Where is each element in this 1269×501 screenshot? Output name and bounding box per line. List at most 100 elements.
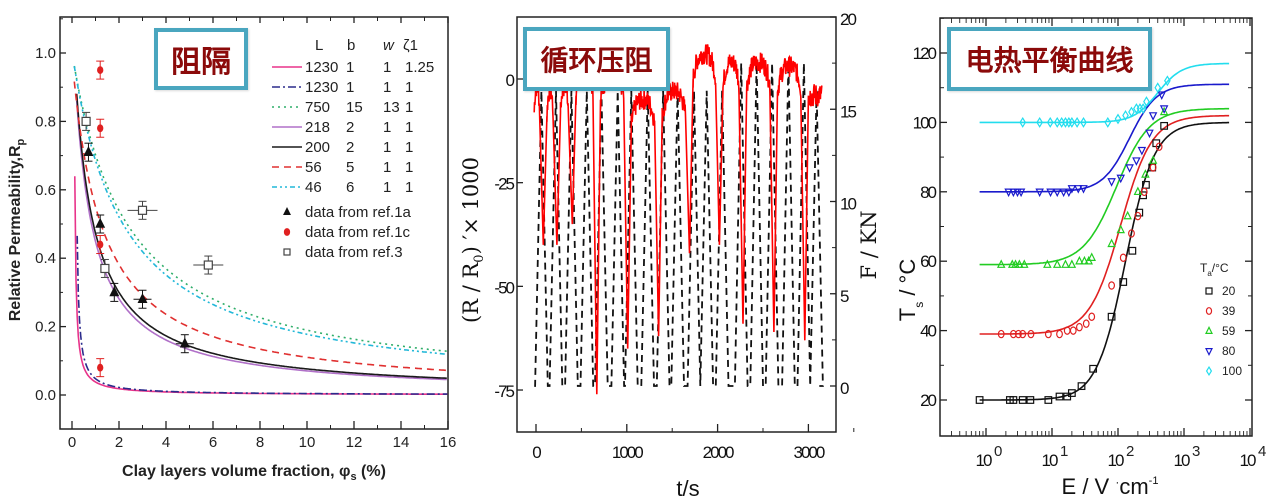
data-point-100: [1164, 75, 1171, 87]
data-point-39: [1155, 142, 1163, 151]
right-y-tick-label: 10: [840, 195, 856, 214]
data-point-20: [1044, 396, 1053, 404]
legend-b: 2: [346, 139, 354, 156]
legend-header-b: b: [347, 37, 355, 54]
legend-L: 56: [305, 159, 322, 176]
model-curves: [73, 65, 448, 395]
data-point-59: [1052, 259, 1062, 268]
data-point-100: [1139, 103, 1147, 114]
legend-title: Ta/°C: [1200, 261, 1229, 278]
left-y-tick-label: -25: [494, 175, 514, 194]
data-point-100: [1019, 116, 1027, 128]
data-point-59: [1067, 259, 1077, 268]
data-point-circle: [97, 66, 104, 74]
data-point-80: [1107, 178, 1116, 187]
legend-entry-label: 59: [1222, 324, 1236, 338]
cyclic-piezoresistance-chart: 0 1000 2000 3000 0 -25 -50 -75 0 5 10 15 20 t/s (R…: [459, 10, 881, 501]
data-point-100: [1143, 96, 1150, 108]
left-y-axis-ticks: 0 -25 -50 -75: [494, 71, 523, 401]
x-tick-label: 2000: [703, 443, 734, 462]
data-point-80: [1035, 188, 1044, 198]
legend-w: 1: [383, 159, 391, 176]
x-tick-label: 10: [1108, 451, 1124, 470]
data-point-20: [1077, 382, 1086, 391]
legend-header-w: w: [383, 37, 395, 54]
cyclic-piezoresistance-title: 循环压阻: [540, 44, 653, 77]
legend-b: 1: [346, 59, 354, 76]
data-point-square: [137, 205, 148, 215]
x-tick-label: 8: [256, 434, 264, 451]
y-tick-label: 60: [920, 252, 936, 271]
legend-L: 218: [305, 119, 330, 136]
x-tick-exponent: 3: [1192, 443, 1200, 460]
legend-marker-square: [283, 248, 291, 256]
data-point-20: [1026, 396, 1035, 404]
data-point-80: [1016, 188, 1026, 198]
data-point-80: [1073, 185, 1083, 194]
data-point-80: [1067, 185, 1077, 194]
data-point-39: [1015, 329, 1022, 339]
data-point-59: [1133, 186, 1143, 196]
x-tick-label: 10: [1174, 451, 1190, 470]
data-point-triangle: [179, 337, 190, 348]
x-tick-label: 14: [393, 434, 410, 451]
y-tick-label: 80: [920, 183, 936, 202]
data-point-circle: [97, 363, 104, 372]
data-point-39: [1075, 322, 1083, 332]
left-y-tick-label: -50: [494, 278, 514, 297]
x-tick-label: 0: [68, 434, 76, 451]
data-point-59: [1116, 224, 1126, 234]
data-point-100: [1104, 116, 1112, 128]
x-tick-label: 3000: [793, 443, 824, 462]
electrothermal-title: 电热平衡曲线: [965, 44, 1134, 77]
fit-curve-39: [979, 114, 1230, 335]
fit-curve-100: [979, 62, 1230, 124]
legend-b: 1: [346, 79, 354, 96]
data-point-80: [1004, 188, 1013, 198]
data-point-80: [1125, 164, 1134, 173]
legend-zeta: 1: [405, 119, 413, 136]
data-point-39: [1140, 187, 1148, 197]
barrier-title: 阻隔: [171, 45, 231, 80]
permeability-chart: 0 2 4 6 8 10 12 14 16 0.00.20.40.60.81.0 Clay la…: [7, 16, 456, 483]
data-point-20: [1160, 121, 1169, 130]
legend-L: 1230: [305, 79, 338, 96]
y-axis-title: Ts / °C: [895, 259, 926, 322]
data-point-39: [1027, 329, 1035, 339]
y-axis-ticks: 0.0 0.2 0.4 0.6 0.8 1.0: [35, 18, 66, 404]
y-tick-label: 0.8: [35, 113, 56, 130]
legend-zeta: 1: [405, 139, 413, 156]
curve-L1230-1: [76, 235, 448, 395]
data-point-100: [1053, 116, 1061, 128]
right-y-tick-label: 0: [840, 379, 849, 398]
data-point-20: [975, 396, 984, 404]
right-y-axis-ticks: 0 5 10 15 20: [830, 10, 858, 398]
data-point-triangle: [109, 286, 120, 297]
legend-marker-39: [1205, 307, 1213, 315]
legend-L: 1230: [305, 59, 338, 76]
x-axis-ticks: 10 0 10 1 10 2 10 3 10 4: [951, 18, 1266, 470]
x-tick-label: 2: [115, 434, 123, 451]
data-point-triangle: [137, 293, 148, 304]
data-point-80: [1064, 188, 1074, 198]
plot-frame: [516, 16, 837, 433]
data-point-square: [81, 116, 91, 127]
data-point-59: [1141, 169, 1150, 178]
data-point-triangle: [95, 217, 106, 228]
data-point-80: [1159, 105, 1169, 114]
x-tick-exponent: 2: [1126, 443, 1134, 460]
data-point-59: [1107, 238, 1116, 248]
x-tick-label: 12: [346, 434, 363, 451]
data-point-100: [1080, 116, 1087, 128]
data-point-59: [1019, 259, 1029, 268]
data-points: [975, 75, 1171, 404]
data-point-39: [997, 329, 1005, 339]
x-tick-label: 10: [1042, 451, 1058, 470]
legend-b: 2: [346, 119, 354, 136]
right-y-tick-label: 20: [840, 10, 856, 29]
legend-zeta: 1: [405, 159, 413, 176]
data-point-59: [1075, 255, 1084, 265]
data-point-59: [1148, 155, 1158, 164]
